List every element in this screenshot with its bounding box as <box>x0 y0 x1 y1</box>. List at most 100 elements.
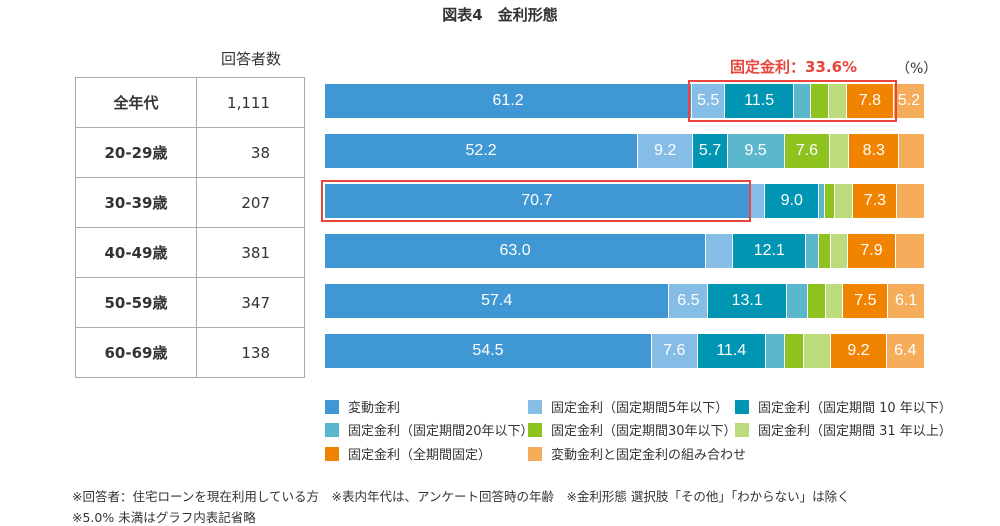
bar-segment <box>825 284 844 318</box>
data-label: 6.4 <box>894 342 917 359</box>
legend-item: 固定金利（全期間固定） <box>325 444 491 463</box>
data-label: 6.1 <box>895 292 918 309</box>
bar-segment <box>818 234 831 268</box>
bar-row: 61.2 5.5 11.5 7.8 5.2 <box>325 84 925 118</box>
data-label: 7.5 <box>854 292 877 309</box>
table-row: 全年代 1,111 <box>75 77 305 128</box>
legend-label: 固定金利（固定期間20年以下） <box>348 424 534 439</box>
data-label: 7.9 <box>860 242 883 259</box>
legend-swatch <box>528 399 542 414</box>
table-row: 50-59歳 347 <box>75 277 305 328</box>
legend-label: 固定金利（固定期間 31 年以上） <box>758 424 952 439</box>
data-label: 7.3 <box>863 192 887 209</box>
bar-segment: 13.1 <box>708 284 787 318</box>
data-label: 54.5 <box>472 342 504 359</box>
bar-segment: 5.2 <box>893 84 925 118</box>
bar-segment <box>786 284 808 318</box>
legend-swatch <box>735 422 749 437</box>
bar-segment <box>807 284 826 318</box>
data-label: 6.5 <box>677 292 700 309</box>
bar-segment: 5.7 <box>693 134 728 168</box>
fixed-rate-highlight-box <box>688 80 897 122</box>
bar-segment: 54.5 <box>325 334 652 368</box>
respondent-count: 381 <box>196 227 305 278</box>
bar-segment: 63.0 <box>325 234 707 268</box>
bar-segment: 11.5 <box>725 84 795 118</box>
bar-segment: 7.9 <box>848 234 896 268</box>
legend-swatch <box>735 399 749 414</box>
data-label: 7.6 <box>795 142 818 159</box>
data-label: 12.1 <box>753 242 785 259</box>
data-label: 5.7 <box>698 142 722 159</box>
bar-segment <box>765 334 786 368</box>
data-label: 5.2 <box>897 92 920 109</box>
bar-segment: 7.3 <box>853 184 898 218</box>
data-label: 11.5 <box>744 92 775 109</box>
bar-segment <box>899 134 925 168</box>
respondent-count: 138 <box>196 327 305 378</box>
legend-item: 変動金利 <box>325 397 400 416</box>
data-label: 63.0 <box>499 242 531 259</box>
table-row: 20-29歳 38 <box>75 127 305 178</box>
bar-segment: 6.4 <box>886 334 925 368</box>
unit-label: （%） <box>896 61 938 77</box>
bar-segment <box>895 234 925 268</box>
bar-segment: 70.7 <box>325 184 750 218</box>
age-group: 全年代 <box>75 77 197 128</box>
bar-row: 52.2 9.2 5.7 9.5 7.6 8.3 <box>325 134 925 168</box>
legend-label: 固定金利（固定期間 10 年以下） <box>758 401 952 416</box>
bar-segment <box>785 334 805 368</box>
bar-segment <box>830 134 850 168</box>
bar-segment: 9.2 <box>638 134 694 168</box>
age-group: 60-69歳 <box>75 327 197 378</box>
bar-segment: 9.5 <box>727 134 785 168</box>
legend-swatch <box>325 399 339 414</box>
bar-segment: 6.1 <box>888 284 925 318</box>
legend-item: 固定金利（固定期間30年以下） <box>528 420 737 439</box>
data-label: 61.2 <box>492 92 524 109</box>
data-label: 70.7 <box>521 192 553 209</box>
respondent-count: 347 <box>196 277 305 328</box>
bar-segment <box>828 84 847 118</box>
legend-item: 変動金利と固定金利の組み合わせ <box>528 444 746 463</box>
bar-segment: 6.5 <box>669 284 709 318</box>
age-group: 40-49歳 <box>75 227 197 278</box>
bar-segment: 57.4 <box>325 284 670 318</box>
legend-label: 変動金利と固定金利の組み合わせ <box>551 448 747 463</box>
legend-item: 固定金利（固定期間 31 年以上） <box>735 420 952 439</box>
data-label: 9.2 <box>654 142 677 159</box>
bar-segment <box>810 84 829 118</box>
bar-segment <box>819 184 826 218</box>
chart-title: 図表4 金利形態 <box>442 6 558 24</box>
data-label: 9.0 <box>780 192 803 209</box>
legend-item: 固定金利（固定期間5年以下） <box>528 397 728 416</box>
data-label: 57.4 <box>481 292 513 309</box>
legend-item: 固定金利（固定期間20年以下） <box>325 420 534 439</box>
table-row: 60-69歳 138 <box>75 327 305 378</box>
bar-segment: 12.1 <box>733 234 807 268</box>
age-group: 30-39歳 <box>75 177 197 228</box>
bar-segment <box>794 84 811 118</box>
respondent-count: 207 <box>196 177 305 228</box>
bar-segment <box>706 234 734 268</box>
legend-swatch <box>528 446 542 461</box>
legend-label: 変動金利 <box>348 401 401 416</box>
data-label: 11.4 <box>716 342 747 359</box>
bar-segment: 7.8 <box>846 84 894 118</box>
bar-row: 54.5 7.6 11.4 9.2 6.4 <box>325 334 925 368</box>
data-label: 52.2 <box>465 142 497 159</box>
table-row: 40-49歳 381 <box>75 227 305 278</box>
fixed-rate-total-label: 固定金利：33.6% <box>730 58 858 76</box>
respondent-count-header: 回答者数 <box>220 50 281 68</box>
bar-segment <box>830 234 849 268</box>
bar-segment: 5.5 <box>692 84 726 118</box>
table-row: 30-39歳 207 <box>75 177 305 228</box>
footnote-1: ※回答者：住宅ローンを現在利用している方 ※表内年代は、アンケート回答時の年齢 … <box>72 489 850 504</box>
age-group: 50-59歳 <box>75 277 197 328</box>
data-label: 13.1 <box>731 292 763 309</box>
bar-segment: 7.6 <box>784 134 831 168</box>
data-label: 9.2 <box>847 342 870 359</box>
legend-label: 固定金利（固定期間5年以下） <box>551 401 729 416</box>
bar-segment <box>835 184 854 218</box>
respondent-table: 全年代 1,111 20-29歳 38 30-39歳 207 40-49歳 381 50-59歳… <box>75 77 305 378</box>
